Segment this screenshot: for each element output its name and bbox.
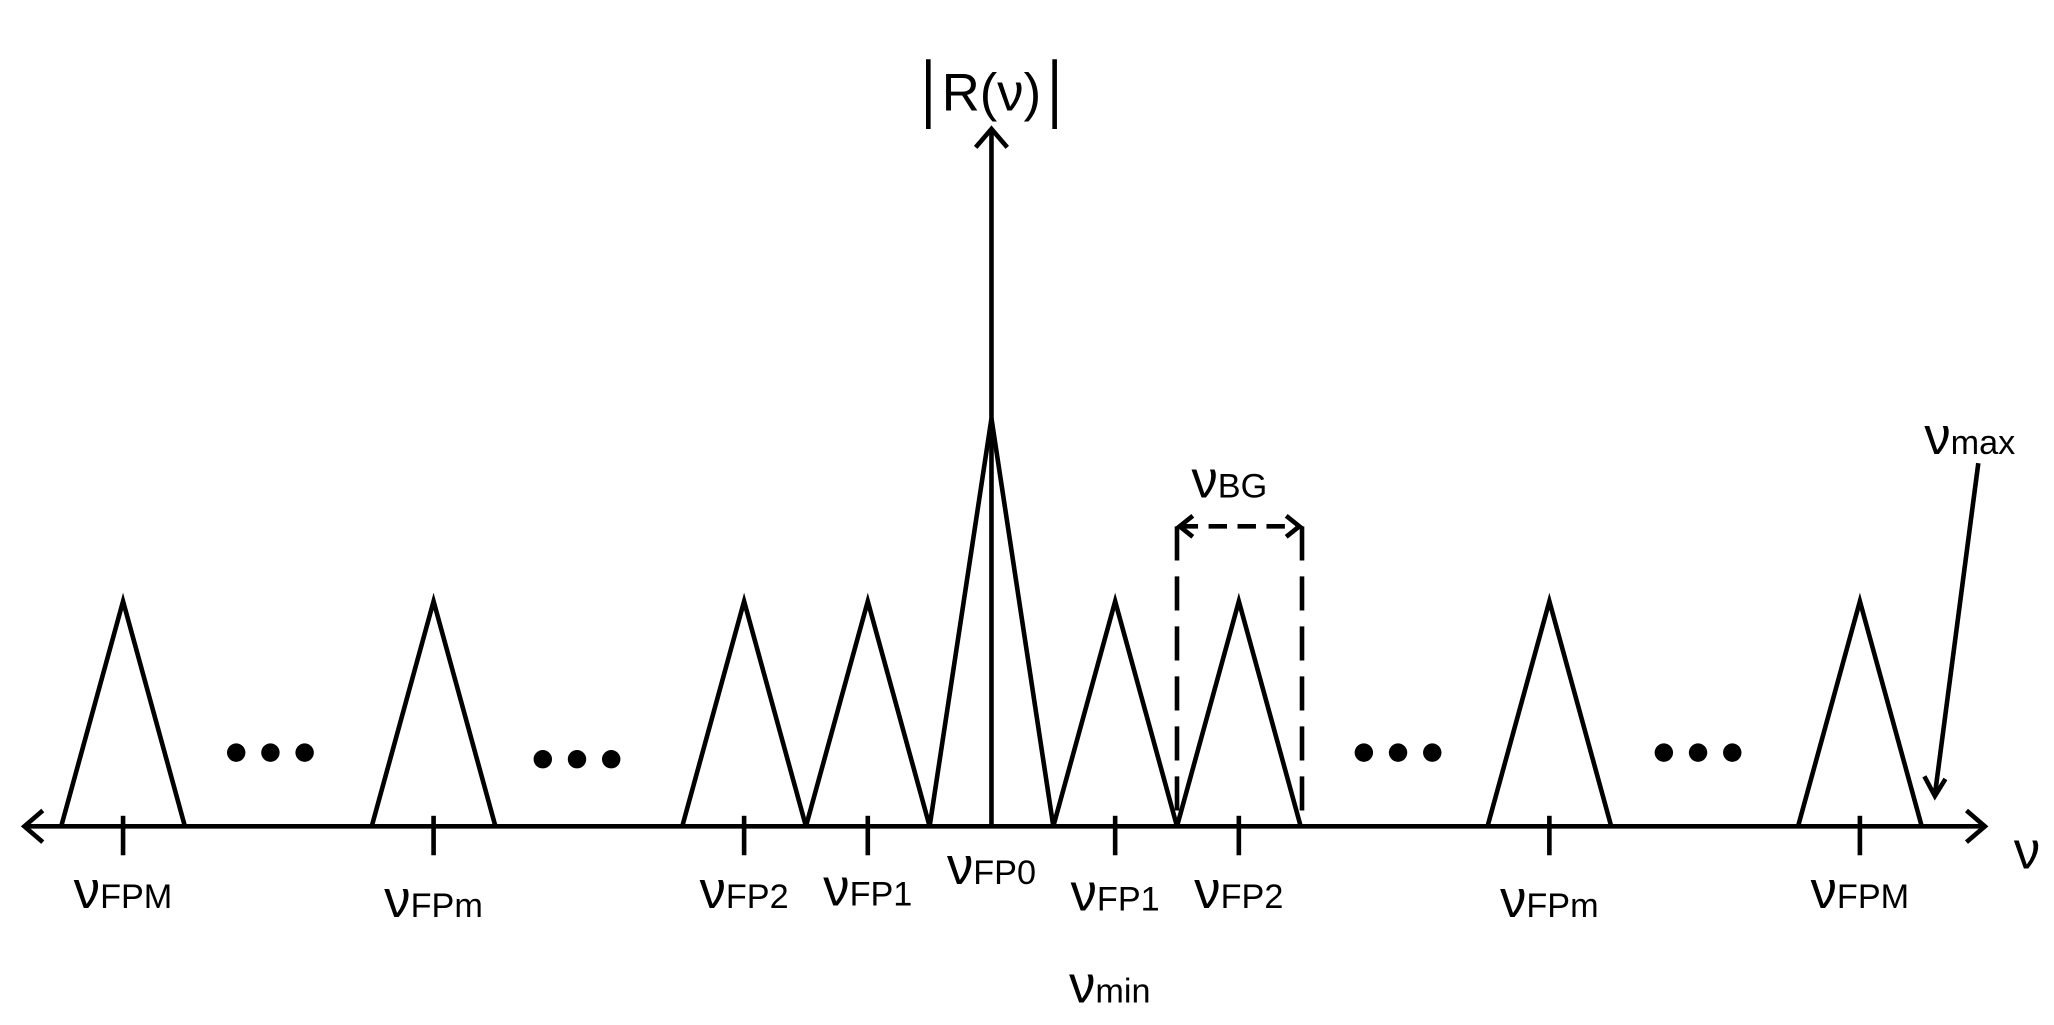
nu-min-label: νmin: [1069, 956, 1150, 1015]
y-axis-label: R(ν): [942, 64, 1041, 123]
peak-label: νFPM: [1811, 861, 1910, 920]
bg-arrow-head-left: [1175, 513, 1195, 539]
peak-label: νFP0: [947, 837, 1036, 896]
peak-label: νFPm: [384, 870, 483, 929]
subscript: FP1: [850, 875, 913, 913]
y-axis-arrow: [973, 125, 1010, 149]
symbol: ν: [74, 861, 100, 920]
symbol: ν: [1500, 870, 1526, 929]
peak-label: νFP1: [823, 858, 912, 917]
dot: [1354, 743, 1374, 762]
ellipsis-dots: [227, 743, 1742, 769]
bg-arrow-head-right: [1284, 513, 1304, 539]
symbol: ν: [384, 870, 410, 929]
dot: [1388, 743, 1408, 762]
dot: [1423, 743, 1442, 762]
subscript: FP2: [1221, 878, 1284, 916]
x-axis-arrow-right: [1964, 808, 1989, 844]
nu-max-arrow: [1932, 462, 1981, 796]
peak: [803, 592, 932, 827]
peak-label: νFPM: [74, 861, 173, 920]
subscript: FPM: [1837, 878, 1909, 916]
peak: [1174, 592, 1303, 827]
subscript: FP2: [726, 878, 789, 916]
peak: [1051, 592, 1180, 827]
subscript: FPM: [100, 878, 172, 916]
symbol: ν: [947, 837, 973, 896]
peak-label: νFPm: [1500, 870, 1599, 929]
dot: [295, 743, 314, 762]
symbol: ν: [700, 861, 726, 920]
subscript: FP1: [1097, 881, 1160, 919]
subscript: FPm: [1526, 887, 1598, 925]
subscript: FP0: [973, 854, 1036, 892]
peak: [369, 592, 498, 827]
central-peak: [927, 418, 1056, 827]
dot: [602, 750, 621, 769]
nu-max-arrow-head: [1922, 775, 1948, 801]
peak: [58, 592, 188, 827]
dot: [1688, 743, 1708, 762]
symbol: ν: [823, 858, 849, 917]
x-axis-arrow-left: [20, 808, 45, 844]
peak: [680, 592, 809, 827]
dot: [567, 750, 587, 769]
symbol: ν: [1811, 861, 1837, 920]
subscript: FPm: [411, 887, 483, 925]
peak-label: νFP1: [1071, 864, 1160, 923]
dot: [261, 743, 280, 762]
symbol: ν: [1071, 864, 1097, 923]
peak: [1485, 592, 1614, 827]
x-axis-label: ν: [2014, 821, 2040, 880]
peak: [1795, 592, 1924, 827]
nu-bg-label: νBG: [1191, 450, 1267, 509]
peak-label: νFP2: [700, 861, 789, 920]
dot: [1654, 743, 1674, 762]
dot: [533, 750, 552, 769]
symbol: ν: [1194, 861, 1220, 920]
dot: [227, 743, 246, 762]
dot: [1723, 743, 1742, 762]
peak-label: νFP2: [1194, 861, 1283, 920]
nu-max-label: νmax: [1924, 407, 2015, 466]
